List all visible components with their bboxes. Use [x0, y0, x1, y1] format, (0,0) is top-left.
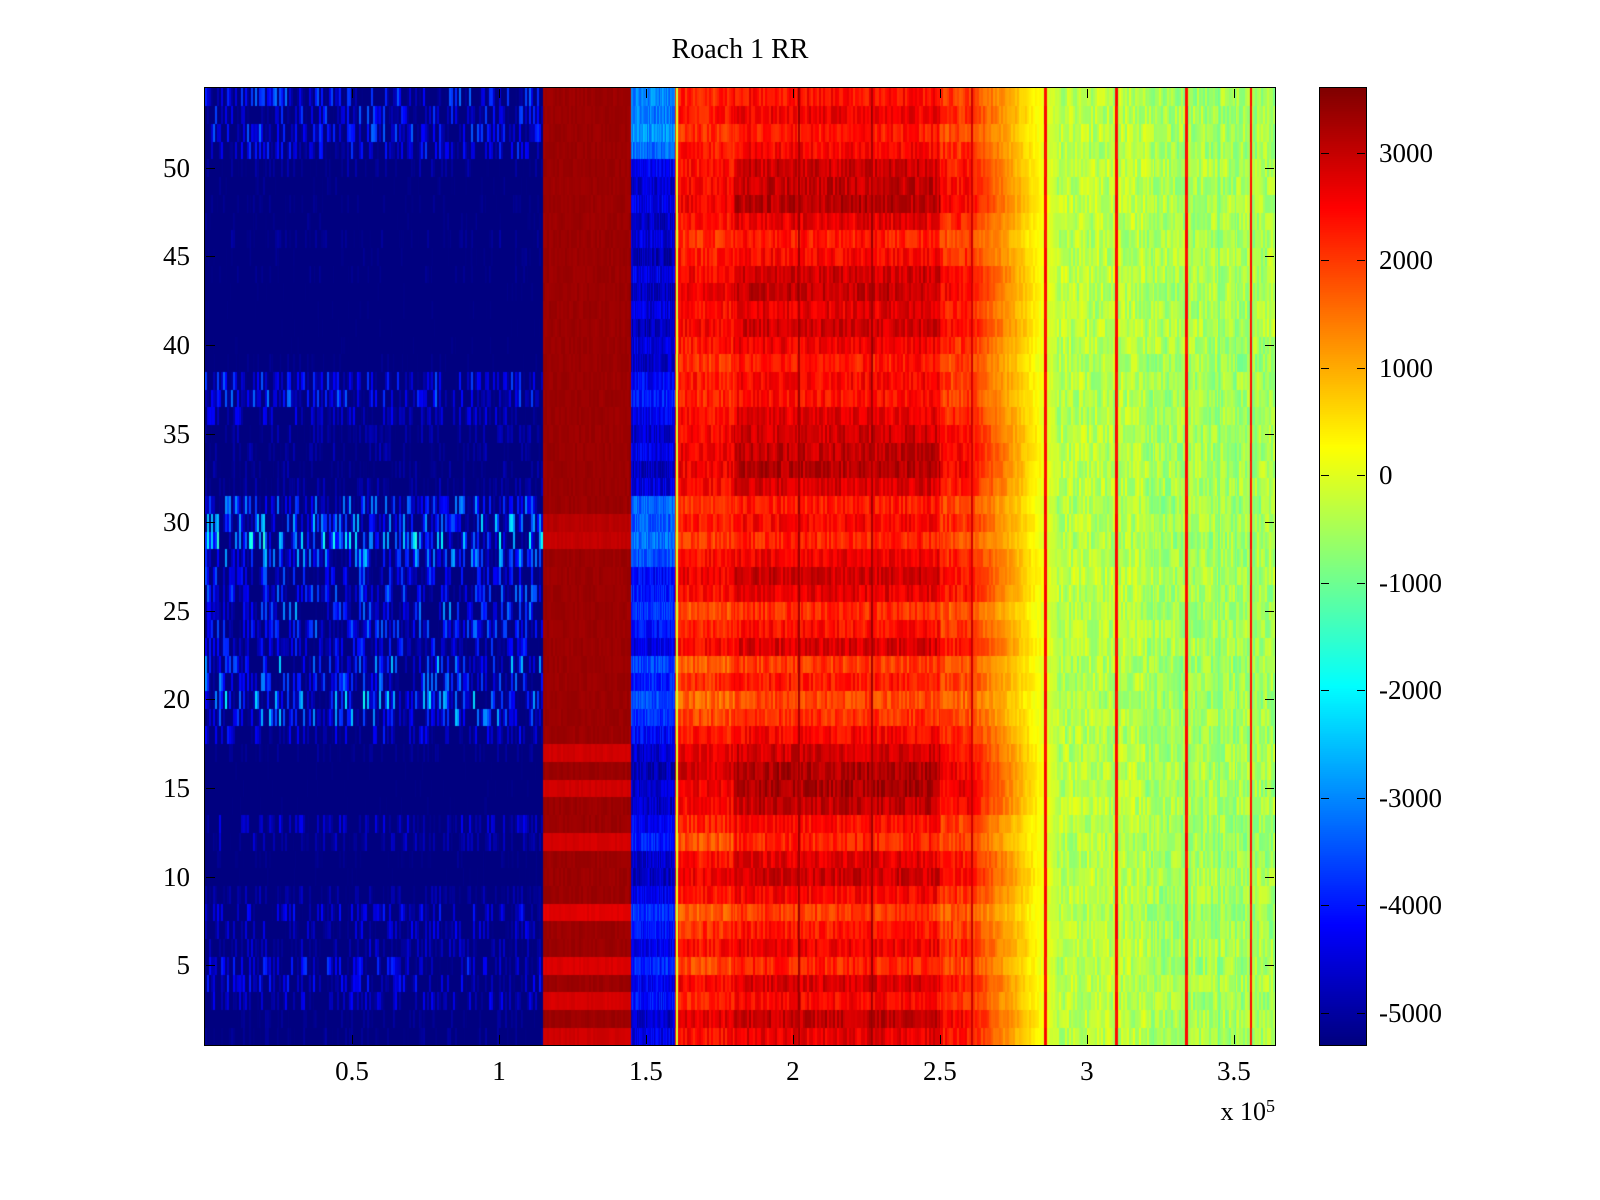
x-tick-mark — [1086, 1035, 1088, 1044]
colorbar-tick-label: 1000 — [1379, 352, 1433, 383]
x-tick-mark-top — [939, 89, 941, 98]
colorbar-tick-label: -2000 — [1379, 675, 1442, 706]
colorbar-canvas — [1320, 88, 1366, 1045]
y-tick-label: 30 — [163, 507, 190, 538]
colorbar-tick-mark-right — [1357, 367, 1365, 369]
x-tick-label: 1 — [492, 1056, 506, 1086]
y-tick-mark-right — [1265, 256, 1274, 258]
colorbar-tick-label: -4000 — [1379, 890, 1442, 921]
heatmap-canvas — [205, 88, 1275, 1045]
y-tick-mark-right — [1265, 433, 1274, 435]
x-tick-mark — [645, 1035, 647, 1044]
colorbar-tick-label: 3000 — [1379, 137, 1433, 168]
colorbar-tick-mark-left — [1321, 690, 1329, 692]
colorbar-tick-label: -1000 — [1379, 567, 1442, 598]
y-tick-label: 10 — [163, 861, 190, 892]
colorbar-tick-mark-right — [1357, 905, 1365, 907]
x-tick-mark — [792, 1035, 794, 1044]
colorbar-tick-label: -5000 — [1379, 997, 1442, 1028]
x-axis-exponent-power: 5 — [1266, 1096, 1275, 1116]
x-tick-label: 3.5 — [1216, 1056, 1251, 1086]
y-tick-mark — [206, 522, 215, 524]
x-tick-mark-top — [1233, 89, 1235, 98]
y-tick-mark — [206, 167, 215, 169]
y-tick-label: 45 — [163, 241, 190, 272]
y-tick-mark-right — [1265, 965, 1274, 967]
x-tick-label: 1.5 — [629, 1056, 663, 1086]
colorbar-tick-mark-left — [1321, 905, 1329, 907]
colorbar-tick-mark-right — [1357, 1012, 1365, 1014]
y-tick-mark-right — [1265, 788, 1274, 790]
colorbar-tick-mark-right — [1357, 260, 1365, 262]
y-tick-label: 5 — [176, 950, 191, 981]
colorbar-tick-label: 2000 — [1379, 245, 1433, 276]
x-tick-label: 0.5 — [335, 1056, 369, 1086]
y-tick-mark — [206, 699, 215, 701]
y-tick-mark-right — [1265, 522, 1274, 524]
x-tick-mark — [1233, 1035, 1235, 1044]
y-tick-label: 40 — [163, 329, 190, 360]
colorbar-tick-label: -3000 — [1379, 782, 1442, 813]
y-tick-label: 15 — [163, 773, 190, 804]
colorbar-tick-mark-left — [1321, 260, 1329, 262]
y-tick-label: 35 — [163, 418, 190, 449]
y-tick-mark — [206, 433, 215, 435]
colorbar-tick-mark-right — [1357, 152, 1365, 154]
colorbar-tick-mark-right — [1357, 797, 1365, 799]
y-tick-mark-right — [1265, 610, 1274, 612]
x-tick-mark-top — [351, 89, 353, 98]
y-tick-mark-right — [1265, 167, 1274, 169]
y-tick-mark — [206, 965, 215, 967]
y-tick-mark-right — [1265, 699, 1274, 701]
y-tick-label: 25 — [163, 595, 190, 626]
x-tick-mark-top — [792, 89, 794, 98]
x-axis-exponent-base: x 10 — [1220, 1097, 1267, 1126]
x-tick-mark-top — [1086, 89, 1088, 98]
x-tick-mark — [351, 1035, 353, 1044]
x-axis-exponent-label: x 105 — [1175, 1096, 1276, 1127]
x-tick-mark — [498, 1035, 500, 1044]
colorbar-tick-mark-right — [1357, 690, 1365, 692]
x-tick-label: 3 — [1080, 1056, 1094, 1086]
y-tick-label: 50 — [163, 152, 190, 183]
colorbar-tick-mark-right — [1357, 475, 1365, 477]
colorbar-tick-mark-left — [1321, 797, 1329, 799]
x-tick-mark-top — [498, 89, 500, 98]
x-tick-mark — [939, 1035, 941, 1044]
y-tick-label: 20 — [163, 684, 190, 715]
x-tick-label: 2.5 — [923, 1056, 957, 1086]
colorbar-tick-label: 0 — [1379, 460, 1393, 491]
x-tick-mark-top — [645, 89, 647, 98]
y-tick-mark-right — [1265, 876, 1274, 878]
colorbar-tick-mark-left — [1321, 582, 1329, 584]
colorbar-tick-mark-left — [1321, 367, 1329, 369]
y-tick-mark — [206, 876, 215, 878]
colorbar-tick-mark-left — [1321, 475, 1329, 477]
y-tick-mark — [206, 256, 215, 258]
x-tick-label: 2 — [786, 1056, 800, 1086]
y-tick-mark — [206, 344, 215, 346]
y-tick-mark — [206, 610, 215, 612]
y-tick-mark-right — [1265, 344, 1274, 346]
y-tick-mark — [206, 788, 215, 790]
colorbar-tick-mark-right — [1357, 582, 1365, 584]
colorbar-tick-mark-left — [1321, 152, 1329, 154]
chart-title: Roach 1 RR — [671, 34, 809, 65]
colorbar-tick-mark-left — [1321, 1012, 1329, 1014]
